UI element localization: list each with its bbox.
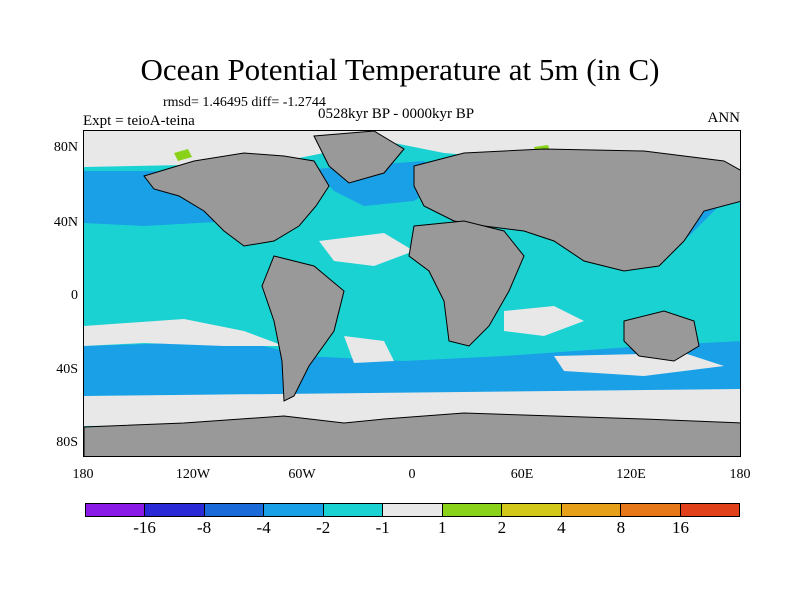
neutral-indian (504, 306, 584, 336)
lon-label-120w: 120W (175, 467, 211, 482)
lon-label-0: 0 (408, 467, 416, 482)
lon-label-120e: 120E (616, 467, 646, 482)
colorbar-swatch-10 (680, 504, 739, 516)
land-masses (84, 131, 740, 456)
colorbar-label-3: -2 (316, 518, 331, 537)
experiment-label: Expt = teioA-teina (83, 113, 195, 129)
colorbar-label-0: -16 (133, 518, 156, 537)
colorbar-swatch-6 (442, 504, 503, 516)
colorbar-label-9: 16 (671, 518, 689, 537)
green-arctic-west (174, 149, 192, 161)
land-africa (408, 220, 525, 347)
colorbar-label-6: 2 (497, 518, 507, 537)
lat-label-80s: 80S (56, 435, 78, 450)
map-svg (84, 131, 740, 456)
land-north-america (143, 152, 330, 247)
season-label: ANN (707, 110, 741, 126)
lon-label-60w: 60W (288, 467, 316, 482)
ocean-temperature-map (83, 130, 741, 457)
land-eurasia (413, 148, 740, 272)
neutral-southern-indian (554, 353, 724, 376)
lon-label-180-east: 180 (729, 467, 751, 482)
colorbar-swatch-2 (204, 504, 265, 516)
colorbar-swatch-3 (264, 504, 324, 516)
lon-label-180-west: 180 (72, 467, 94, 482)
colorbar-swatch-1 (145, 504, 205, 516)
colorbar-label-1: -8 (196, 518, 212, 537)
colorbar-label-5: 1 (438, 518, 447, 537)
colorbar-label-2: -4 (256, 518, 271, 537)
colorbar-label-4: -1 (375, 518, 390, 537)
colorbar-label-8: 8 (616, 518, 626, 537)
land-greenland (313, 131, 405, 184)
rmsd-diff-stats: rmsd= 1.46495 diff= -1.2744 (163, 95, 326, 110)
land-south-america (261, 255, 345, 402)
colorbar-swatch-8 (561, 504, 622, 516)
neutral-south-atlantic (344, 336, 394, 363)
land-australia (623, 310, 700, 362)
colorbar (85, 503, 740, 517)
neutral-south-pacific (84, 319, 284, 346)
colorbar-swatch-0 (86, 504, 146, 516)
lat-label-0: 0 (71, 288, 78, 303)
colorbar-label-7: 4 (557, 518, 566, 537)
land-antarctica (84, 412, 740, 456)
colorbar-swatch-9 (621, 504, 681, 516)
colorbar-swatch-4 (323, 504, 384, 516)
lat-label-40n: 40N (53, 215, 78, 230)
lightblue-south-ocean (84, 341, 740, 396)
colorbar-swatch-5 (383, 504, 443, 516)
lat-label-40s: 40S (56, 362, 78, 377)
plot-title: Ocean Potential Temperature at 5m (in C) (140, 52, 660, 87)
neutral-tropical-atlantic (319, 233, 414, 266)
lat-label-80n: 80N (53, 140, 78, 155)
colorbar-swatch-7 (502, 504, 562, 516)
lon-label-60e: 60E (510, 467, 534, 482)
period-label: 0528kyr BP - 0000kyr BP (318, 106, 475, 122)
